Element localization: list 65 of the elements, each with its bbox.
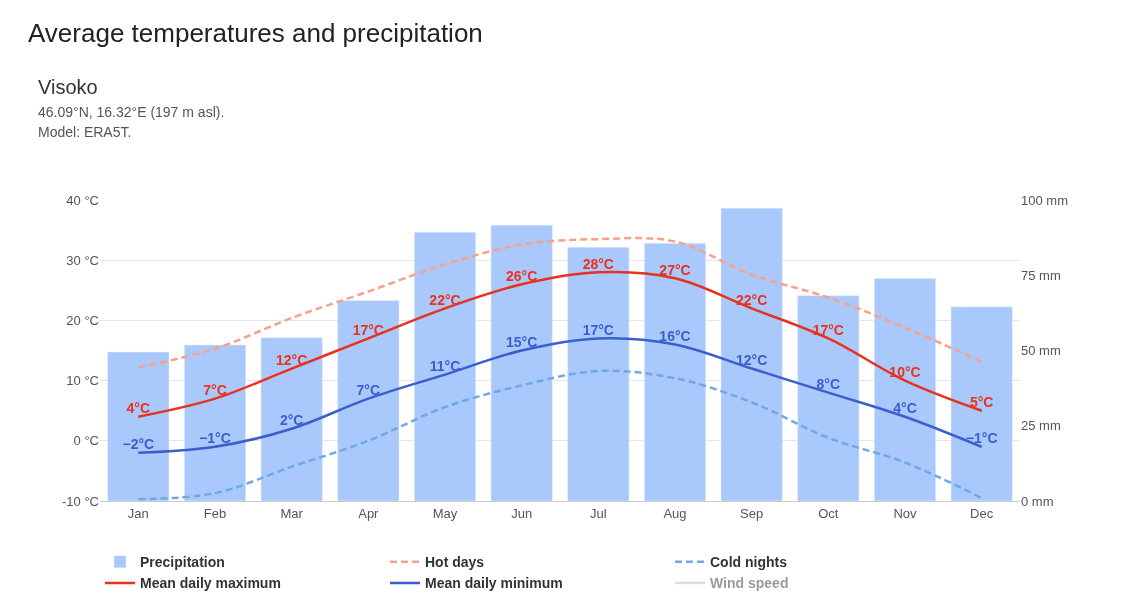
data-label: 4°C — [893, 400, 917, 417]
data-label: 17°C — [582, 321, 614, 338]
y2-tick-label: 100 mm — [1021, 192, 1068, 208]
data-label: 10°C — [889, 364, 921, 381]
bar — [797, 295, 860, 501]
bar — [950, 306, 1013, 501]
y2-tick-label: 50 mm — [1021, 343, 1061, 359]
bar — [337, 300, 400, 501]
data-label: 26°C — [506, 267, 538, 284]
y-tick-label: 10 °C — [66, 373, 99, 389]
text: 46.09°N, 16.32°E (197 m asl). — [38, 104, 225, 120]
x-tick-label: Jul — [590, 505, 607, 521]
data-label: 8°C — [816, 376, 841, 393]
data-label: 7°C — [356, 382, 381, 399]
x-tick-label: Dec — [970, 505, 994, 521]
legend-label: Precipitation — [140, 554, 225, 571]
chart-subtitle: Visoko — [38, 76, 98, 98]
bar — [720, 207, 783, 501]
data-label: 28°C — [582, 255, 614, 272]
text: Model: ERA5T. — [38, 124, 132, 140]
x-tick-label: Aug — [663, 505, 687, 521]
x-tick-label: Jun — [511, 505, 533, 521]
data-label: 5°C — [969, 394, 994, 411]
bar — [490, 225, 553, 501]
chart-title: Average temperatures and precipitation — [28, 18, 483, 48]
legend-label: Mean daily maximum — [140, 575, 281, 592]
bar — [414, 231, 476, 501]
y-tick-label: 20 °C — [66, 312, 99, 328]
data-label: 12°C — [736, 352, 768, 369]
bar — [644, 243, 706, 501]
bar — [184, 344, 246, 501]
data-label: −1°C — [199, 430, 231, 447]
legend-label: Hot days — [425, 554, 485, 571]
y2-tick-label: 75 mm — [1021, 267, 1061, 283]
data-label: 16°C — [659, 327, 691, 344]
data-label: 4°C — [126, 400, 151, 417]
x-tick-label: Feb — [203, 505, 227, 521]
y2-tick-label: 25 mm — [1021, 418, 1061, 434]
x-tick-label: Jan — [127, 505, 149, 521]
y-tick-label: -10 °C — [62, 493, 99, 509]
x-tick-label: Sep — [740, 505, 764, 521]
data-label: −1°C — [965, 430, 998, 447]
data-label: 11°C — [429, 358, 461, 375]
x-tick-label: May — [432, 505, 458, 521]
bar — [107, 351, 170, 501]
bar — [874, 278, 936, 501]
data-label: 22°C — [429, 291, 461, 308]
y-tick-label: 40 °C — [66, 192, 99, 208]
y2-tick-label: 0 mm — [1021, 493, 1054, 509]
data-label: 7°C — [203, 382, 227, 399]
data-label: 27°C — [659, 261, 691, 278]
x-tick-label: Mar — [280, 505, 304, 521]
data-label: 2°C — [279, 412, 304, 429]
bar — [567, 247, 630, 501]
bar — [260, 337, 323, 501]
legend-label: Cold nights — [710, 554, 788, 571]
y-tick-label: 0 °C — [73, 433, 99, 449]
x-tick-label: Oct — [818, 505, 839, 521]
x-tick-label: Apr — [358, 505, 380, 521]
legend-label: Mean daily minimum — [425, 575, 563, 592]
y-tick-label: 30 °C — [66, 252, 99, 268]
x-tick-label: Nov — [893, 505, 918, 521]
legend-label: Wind speed — [710, 575, 789, 592]
data-label: 15°C — [506, 334, 538, 350]
data-label: −2°C — [122, 436, 155, 453]
